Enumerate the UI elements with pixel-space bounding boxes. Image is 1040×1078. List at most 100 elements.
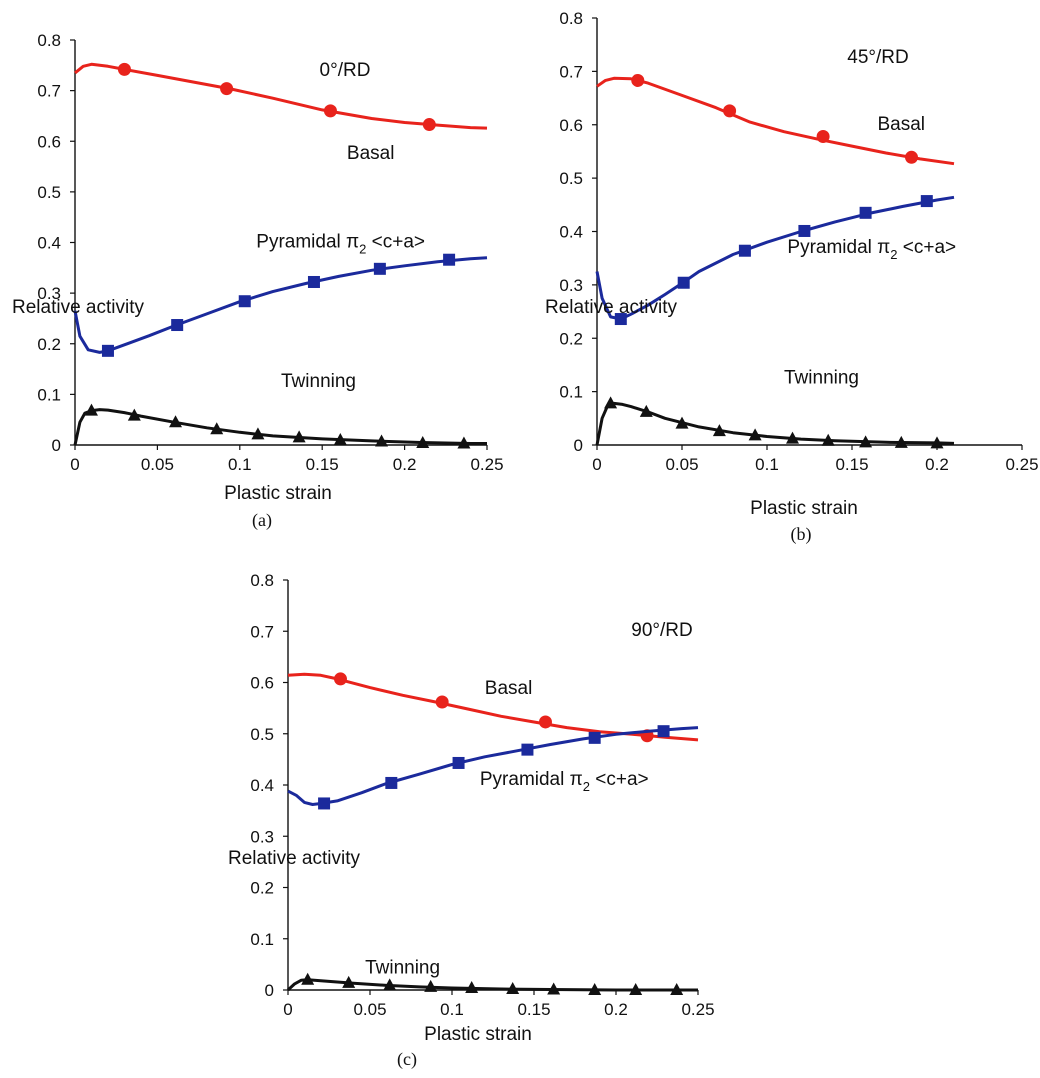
data-point-circle: [422, 118, 436, 132]
y-tick-label: 0.7: [250, 622, 274, 641]
x-axis-label: Plastic strain: [424, 1024, 532, 1045]
x-tick-label: 0.2: [604, 1000, 628, 1019]
chart-panel-b: 0 0.1 0.2 0.3 0.4 0.5 0.6 0.7 0.8 0 0.05 0.1 0.15 0.2…: [545, 9, 1039, 545]
data-point-triangle: [169, 415, 183, 428]
data-point-square: [677, 276, 690, 289]
data-point-triangle: [251, 427, 265, 440]
y-tick-label: 0.1: [37, 385, 61, 404]
data-point-triangle: [670, 983, 684, 995]
data-point-triangle: [127, 408, 141, 421]
series-label-main: Pyramidal π: [256, 232, 359, 253]
data-point-circle: [333, 672, 347, 686]
y-tick-label: 0.5: [559, 169, 583, 188]
series-pyramidal: [73, 253, 488, 357]
y-tick-label: 0.4: [250, 776, 274, 795]
y-tick-label: 0.5: [37, 183, 61, 202]
series-twinning: [73, 403, 487, 449]
x-tick-label: 0.25: [1005, 455, 1038, 474]
data-point-circle: [816, 129, 830, 143]
data-point-triangle: [786, 431, 799, 444]
y-tick-label: 0.2: [37, 335, 61, 354]
chart-panel-a: 0 0.1 0.2 0.3 0.4 0.5 0.6 0.7 0.8 0 0.05 0.1 0.15 0.2…: [12, 31, 504, 531]
data-point-triangle: [424, 979, 438, 992]
data-point-square: [614, 313, 627, 326]
y-tick-label: 0.3: [250, 827, 274, 846]
data-point-triangle: [639, 404, 653, 417]
data-point-circle: [631, 73, 645, 87]
x-tick-label: 0.05: [141, 455, 174, 474]
data-point-circle: [117, 62, 131, 76]
data-point-square: [318, 797, 331, 810]
series-label: Pyramidal π2 <c+a>: [480, 769, 649, 794]
y-tick-label: 0.3: [559, 276, 583, 295]
data-point-square: [798, 224, 811, 237]
series-label-subscript: 2: [359, 242, 366, 257]
x-tick-label: 0.15: [835, 455, 868, 474]
y-tick-label: 0.8: [559, 9, 583, 28]
y-tick-label: 0.8: [37, 31, 61, 50]
data-point-triangle: [457, 436, 471, 449]
data-point-triangle: [712, 424, 726, 437]
series-twinning: [286, 972, 698, 995]
series-line: [74, 62, 488, 130]
series-label: Basal: [347, 143, 395, 164]
y-tick-label: 0.1: [250, 930, 274, 949]
data-point-triangle: [604, 396, 618, 409]
series-label: Twinning: [784, 368, 859, 389]
x-axis-label: Plastic strain: [750, 498, 858, 519]
y-tick-label: 0.7: [37, 82, 61, 101]
data-point-triangle: [547, 982, 561, 995]
series-label-tail: <c+a>: [897, 237, 956, 258]
data-point-circle: [723, 104, 737, 118]
chart-title: 0°/RD: [320, 60, 371, 81]
x-tick-label: 0.25: [470, 455, 503, 474]
series-twinning: [595, 396, 955, 449]
data-point-triangle: [859, 435, 873, 448]
data-point-triangle: [465, 980, 479, 993]
y-tick-label: 0.6: [37, 132, 61, 151]
y-axis-label: Relative activity: [545, 297, 677, 318]
data-point-square: [385, 776, 398, 789]
data-point-square: [307, 275, 320, 288]
series-label: Basal: [485, 678, 533, 699]
x-tick-label: 0.1: [440, 1000, 464, 1019]
series-label: Pyramidal π2 <c+a>: [256, 232, 425, 257]
panel-caption: (b): [791, 524, 812, 545]
panel-caption: (c): [397, 1049, 417, 1070]
y-tick-label: 0.7: [559, 62, 583, 81]
data-point-triangle: [629, 983, 643, 995]
data-point-square: [588, 731, 601, 744]
data-point-square: [373, 262, 386, 275]
y-tick-label: 0.5: [250, 725, 274, 744]
data-point-triangle: [375, 434, 389, 447]
series-label-main: Pyramidal π: [480, 769, 583, 790]
data-point-square: [738, 244, 751, 257]
y-axis-label: Relative activity: [228, 848, 360, 869]
data-point-triangle: [383, 978, 397, 991]
series-basal: [74, 62, 488, 132]
series-line: [73, 256, 488, 354]
data-point-circle: [905, 150, 918, 164]
x-tick-label: 0.2: [925, 455, 949, 474]
series-label: Twinning: [365, 958, 440, 979]
y-axis-label: Relative activity: [12, 297, 144, 318]
data-point-triangle: [748, 428, 762, 441]
chart-title: 90°/RD: [631, 620, 692, 641]
series-label-subscript: 2: [583, 779, 590, 794]
data-point-circle: [435, 695, 449, 709]
y-tick-label: 0.4: [559, 223, 583, 242]
data-point-triangle: [342, 975, 356, 988]
data-point-triangle: [675, 416, 689, 429]
x-tick-label: 0.25: [681, 1000, 714, 1019]
series-label: Twinning: [281, 371, 356, 392]
chart-panel-c: 0 0.1 0.2 0.3 0.4 0.5 0.6 0.7 0.8 0 0.05 0.1 0.15 0.2…: [228, 571, 715, 1070]
data-point-triangle: [821, 433, 835, 446]
x-tick-label: 0: [592, 455, 601, 474]
y-tick-label: 0.1: [559, 383, 583, 402]
series-label: Pyramidal π2 <c+a>: [787, 237, 956, 262]
data-point-triangle: [84, 403, 98, 416]
data-point-circle: [323, 104, 337, 118]
x-tick-label: 0.2: [393, 455, 417, 474]
series-pyramidal: [595, 195, 955, 326]
